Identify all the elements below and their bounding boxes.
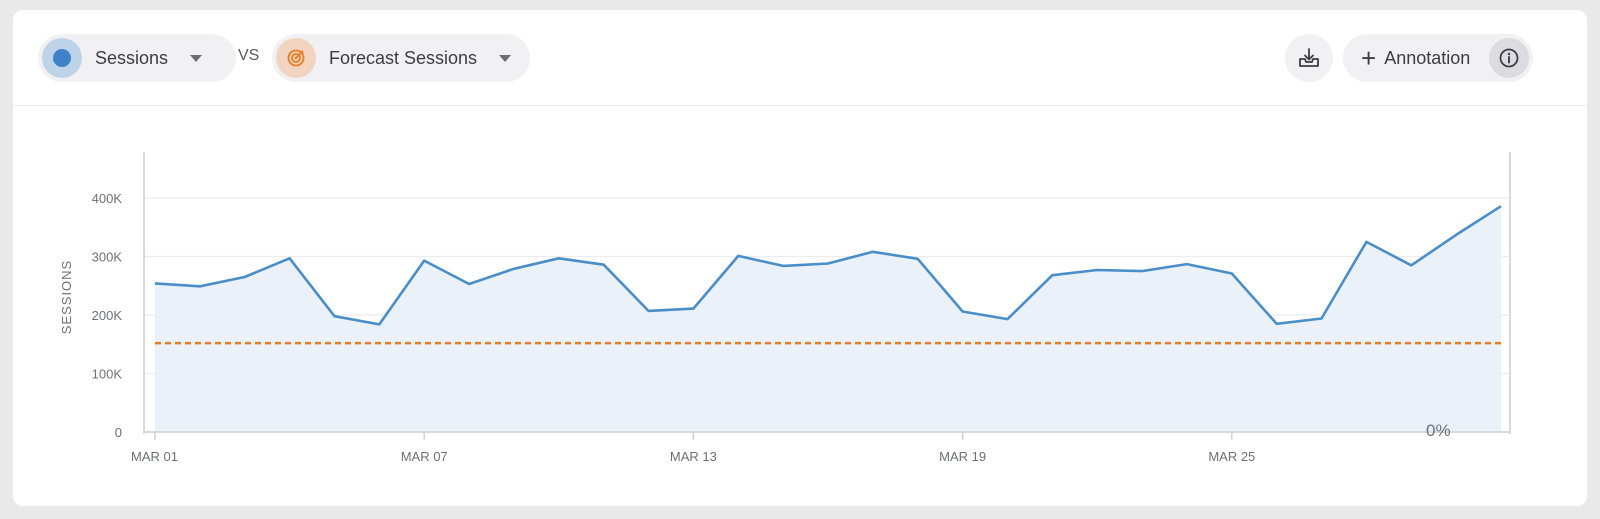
sessions-line [154,205,1502,326]
comparison-selector-label: Forecast Sessions [329,47,478,68]
vs-label: VS [238,47,260,64]
target-icon [276,38,316,78]
download-button[interactable] [1285,34,1333,82]
x-tick-label: MAR 01 [131,449,178,464]
x-tick-label: MAR 07 [401,449,448,464]
download-tray-icon [1299,48,1319,67]
y-tick-label: 0 [115,425,122,440]
x-tick-label: MAR 13 [670,449,717,464]
sessions-series-icon [42,38,82,78]
annotation-button-label: Annotation [1384,47,1471,68]
comparison-selector[interactable]: Forecast Sessions [272,34,530,82]
info-icon[interactable] [1489,38,1529,78]
y-tick-label: 400K [92,191,123,206]
metric-selector-label: Sessions [95,47,169,68]
metric-selector[interactable]: Sessions [38,34,236,82]
y-axis-title: SESSIONS [59,260,74,334]
x-axis-ticks: MAR 01 MAR 07 MAR 13 MAR 19 MAR 25 [131,432,1255,464]
chevron-down-icon [190,54,203,62]
chart-card: Sessions VS Forecast Sessions [13,10,1587,506]
sessions-area-fill [155,206,1501,432]
change-percent-label: 0% [1426,421,1451,440]
y-axis-ticks: 0 100K 200K 300K 400K [92,191,123,440]
chevron-down-icon [499,54,512,62]
y-tick-label: 200K [92,308,123,323]
x-tick-label: MAR 25 [1208,449,1255,464]
chart-toolbar: Sessions VS Forecast Sessions [13,10,1587,106]
plus-icon: + [1361,43,1377,73]
x-tick-label: MAR 19 [939,449,986,464]
y-tick-label: 100K [92,367,123,382]
add-annotation-button[interactable]: + Annotation [1343,34,1533,82]
y-tick-label: 300K [92,250,123,265]
